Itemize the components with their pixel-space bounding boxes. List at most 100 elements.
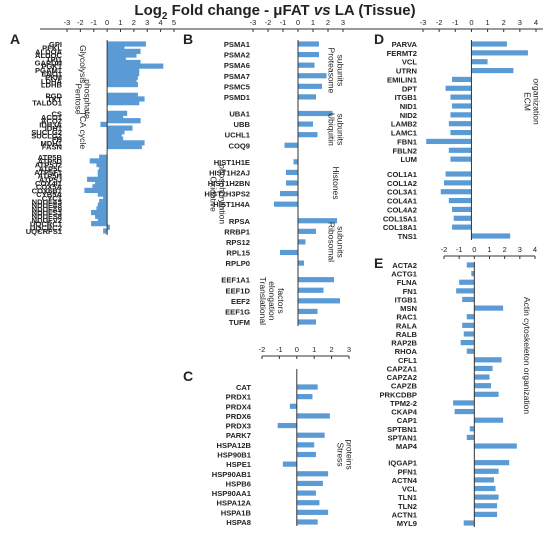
- protein-label: TNS1: [398, 232, 418, 241]
- protein-label: RPLP0: [226, 259, 250, 268]
- protein-label: HSPB6: [226, 479, 251, 488]
- x-tick-label: -1: [456, 245, 463, 254]
- bar: [296, 500, 320, 506]
- bar: [296, 480, 323, 487]
- panel-A: A-3 -2 -1 0 1 2 3 4 5GPIPFKLALDOAALDOCTPI1GAPDHP…: [10, 18, 228, 236]
- bar: [91, 221, 108, 227]
- bar: [91, 209, 108, 216]
- bar: [463, 331, 475, 337]
- protein-label: FH: [52, 135, 62, 144]
- bar: [99, 165, 108, 171]
- bar: [107, 52, 137, 58]
- protein-label: ITGB1: [395, 93, 418, 102]
- bar: [296, 442, 315, 448]
- bar: [107, 59, 141, 66]
- protein-label: UBB: [234, 120, 251, 129]
- protein-label: MDH1: [40, 139, 62, 148]
- bar: [471, 59, 488, 65]
- protein-label: PSMD1: [224, 93, 251, 102]
- group-label: Actin cytoskeleton organization: [522, 297, 532, 414]
- protein-label: RHOA: [395, 347, 418, 356]
- bar: [298, 121, 313, 127]
- x-tick-label: 0: [295, 345, 299, 354]
- protein-label: NDUFV2: [32, 216, 62, 225]
- protein-label: RAP2B: [391, 339, 417, 348]
- protein-label: TKT: [47, 95, 62, 104]
- bar: [277, 422, 297, 429]
- group-label: organization: [532, 78, 542, 125]
- protein-label: HIST1H2AJ: [209, 168, 250, 177]
- protein-label: LDHB: [41, 81, 63, 90]
- protein-label: CS: [51, 109, 62, 118]
- protein-label: TPM2-2: [390, 399, 417, 408]
- bar: [107, 45, 125, 51]
- bar: [107, 74, 138, 80]
- bar: [107, 125, 133, 131]
- protein-label: SUCLG2: [31, 128, 62, 137]
- bar: [474, 383, 492, 389]
- bar: [450, 129, 472, 136]
- protein-label: ATP5H: [38, 172, 62, 181]
- bar: [298, 260, 304, 266]
- protein-label: COL18A1: [383, 223, 418, 232]
- protein-label: VCL: [402, 485, 418, 494]
- bar: [103, 195, 108, 201]
- x-tick-label: 3: [347, 345, 351, 354]
- bar: [453, 400, 475, 406]
- bar: [92, 184, 108, 190]
- bar: [296, 471, 329, 477]
- protein-label: PGAM1: [35, 66, 63, 75]
- bar: [107, 114, 124, 120]
- protein-label: HSPA12A: [217, 499, 252, 508]
- protein-label: COQ9: [228, 141, 250, 150]
- protein-label: PSMA7: [224, 72, 250, 81]
- protein-label: HSP90AA1: [212, 489, 252, 498]
- protein-label: ACO2: [41, 117, 62, 126]
- group-label: ECM: [523, 92, 533, 111]
- bar: [296, 384, 318, 390]
- bar: [466, 314, 475, 320]
- protein-label: RALB: [396, 330, 418, 339]
- x-tick-label: -2: [441, 245, 448, 254]
- bar: [293, 159, 298, 165]
- bar: [107, 132, 122, 139]
- bar: [87, 176, 108, 182]
- bar: [89, 158, 108, 164]
- x-tick-label: 3: [341, 18, 345, 27]
- bar: [443, 180, 472, 186]
- protein-label: UTRN: [396, 67, 417, 76]
- protein-label: HSP90B1: [217, 451, 252, 460]
- protein-label: COL1A2: [387, 179, 417, 188]
- bar: [426, 138, 472, 145]
- bar: [474, 460, 510, 466]
- protein-label: PFKL: [42, 44, 62, 53]
- bar: [298, 132, 318, 138]
- x-tick-label: -3: [250, 18, 257, 27]
- x-tick-label: 1: [487, 245, 491, 254]
- group-label: Translational: [258, 277, 268, 325]
- protein-label: ACTG1: [391, 270, 418, 279]
- x-tick-label: 2: [330, 345, 334, 354]
- protein-label: NDUFA8: [32, 201, 62, 210]
- bar: [107, 81, 138, 88]
- bar: [107, 70, 140, 77]
- bar: [474, 374, 490, 380]
- bar: [107, 41, 146, 47]
- group-label: Ubiquitin: [327, 113, 337, 146]
- bar: [474, 485, 496, 492]
- bar: [456, 288, 475, 294]
- protein-label: COL15A1: [383, 214, 418, 223]
- protein-label: ITGB1: [395, 295, 418, 304]
- bar: [97, 202, 108, 208]
- bar: [474, 503, 498, 509]
- protein-label: UQCRFS1: [26, 227, 63, 236]
- protein-label: EEF1D: [226, 286, 251, 295]
- x-tick-label: 4: [159, 18, 163, 27]
- protein-label: HSPE1: [226, 460, 252, 469]
- bar: [450, 156, 472, 162]
- x-tick-label: 0: [296, 18, 300, 27]
- protein-label: NDUFS8: [32, 212, 62, 221]
- bar: [298, 239, 306, 245]
- bar: [474, 477, 495, 483]
